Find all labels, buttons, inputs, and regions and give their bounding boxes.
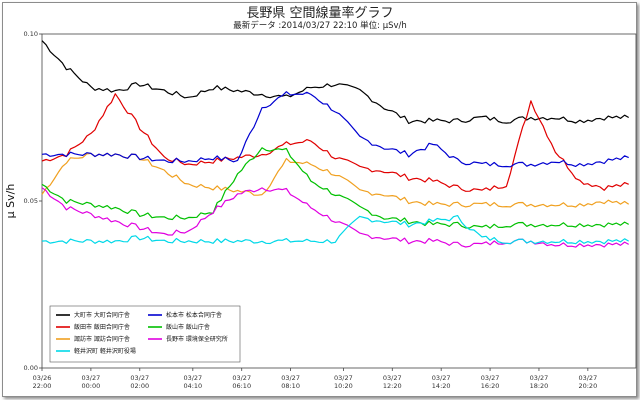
legend-label: 軽井沢町 軽井沢町役場 [74, 347, 136, 355]
y-tick-label: 0.00 [24, 364, 38, 372]
y-tick-label: 0.05 [24, 197, 38, 205]
series-line-4 [41, 147, 629, 229]
x-tick-label: 03/27 08:10 [281, 374, 300, 390]
series-line-0 [41, 40, 629, 125]
legend-label: 飯山市 飯山庁舎 [166, 323, 210, 331]
chart-title: 長野県 空間線量率グラフ [246, 6, 394, 21]
chart-subtitle: 最新データ :2014/03/27 22:10 単位: μSv/h [233, 21, 407, 31]
series-line-1 [41, 93, 629, 192]
x-tick-label: 03/27 00:00 [82, 374, 101, 390]
x-tick-label: 03/27 14:20 [432, 374, 451, 390]
legend-label: 大町市 大町合同庁舎 [74, 311, 130, 319]
x-tick-label: 03/27 04:10 [183, 374, 202, 390]
legend-box [49, 305, 241, 363]
y-tick-label: 0.10 [24, 30, 38, 38]
legend-label: 諏訪市 諏訪合同庁舎 [74, 335, 130, 343]
y-axis-label: μ Sv/h [4, 184, 17, 219]
x-tick-label: 03/27 12:20 [383, 374, 402, 390]
x-tick-label: 03/27 10:20 [334, 374, 353, 390]
legend-label: 松本市 松本合同庁舎 [166, 311, 222, 319]
x-tick-label: 03/27 06:10 [232, 374, 251, 390]
x-tick-label: 03/27 20:20 [578, 374, 597, 390]
legend-label: 長野市 環境保全研究所 [166, 335, 228, 343]
x-tick-label: 03/27 16:20 [481, 374, 500, 390]
series-line-2 [41, 152, 630, 208]
x-tick-label: 03/27 02:00 [130, 374, 149, 390]
series-line-6 [41, 215, 629, 245]
x-tick-label: 03/27 18:20 [530, 374, 549, 390]
x-tick-label: 03/26 22:00 [33, 374, 52, 390]
series-line-3 [41, 91, 629, 168]
legend-label: 飯田市 飯田合同庁舎 [74, 323, 130, 331]
